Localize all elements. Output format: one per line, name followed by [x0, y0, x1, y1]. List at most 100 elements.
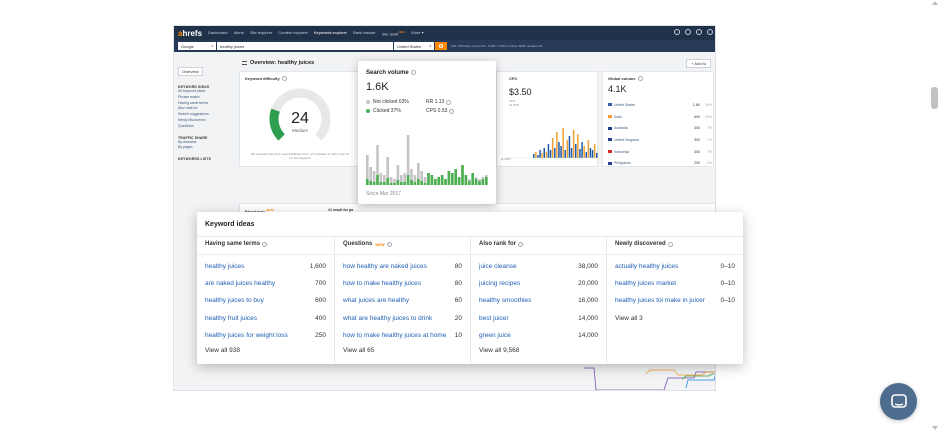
- add-to-button[interactable]: + Add to: [686, 59, 711, 68]
- keyword-volume: 80: [454, 280, 462, 288]
- sidebar-group: TRAFFIC SHARE By domains By pages: [178, 136, 236, 152]
- screen-icon[interactable]: [696, 29, 702, 35]
- help-icon[interactable]: [674, 29, 680, 35]
- keyword-link[interactable]: healthy juices for weight loss: [205, 331, 288, 339]
- view-all-link[interactable]: View all 9,568: [479, 347, 520, 354]
- gv-country[interactable]: United Kingdom: [614, 137, 639, 142]
- page-scrollbar[interactable]: [929, 0, 940, 432]
- keyword-volume: 1,600: [309, 263, 326, 270]
- info-icon[interactable]: [410, 70, 416, 75]
- keyword-input[interactable]: healthy juices: [217, 42, 393, 50]
- keyword-link[interactable]: juicing recipes: [479, 280, 521, 288]
- gv-row: Australia 300 7%: [608, 122, 712, 134]
- keyword-link[interactable]: how to make healthy juices: [343, 280, 422, 288]
- info-icon[interactable]: [637, 76, 643, 82]
- keyword-link[interactable]: healthy smoothies: [479, 297, 532, 305]
- nav-item[interactable]: Dashboard: [208, 29, 228, 35]
- keyword-link[interactable]: how to make healthy juices at home: [343, 331, 447, 339]
- gv-percent: 7%: [706, 149, 712, 154]
- sidebar-item[interactable]: Newly discovered: [178, 117, 206, 122]
- keyword-link[interactable]: how healthy are naked juices: [343, 263, 427, 270]
- gv-country-list: United States 1.6K 39% India 600 15% Australia…: [608, 99, 712, 169]
- user-icon[interactable]: [707, 29, 713, 35]
- view-all-link[interactable]: View all 65: [343, 347, 375, 354]
- keyword-link[interactable]: are naked juices healthy: [205, 280, 276, 288]
- scroll-down-icon[interactable]: [932, 426, 938, 430]
- cpc-bar: [564, 150, 566, 158]
- sv-bar-clicked: [423, 183, 427, 185]
- cpc-bar: [549, 150, 552, 158]
- keyword-link[interactable]: what juices are healthy: [343, 297, 410, 305]
- info-icon[interactable]: [446, 99, 452, 105]
- column-heading: Having same terms: [205, 241, 268, 247]
- cpc-bar: [596, 153, 598, 158]
- sidebar-item[interactable]: All keyword ideas: [178, 89, 206, 93]
- nav-item[interactable]: Keywords explorer: [313, 29, 347, 35]
- keyword-link[interactable]: best juicer: [479, 314, 509, 322]
- sidebar-item[interactable]: By domains: [178, 139, 197, 144]
- keyword-link[interactable]: healthy juices to buy: [205, 297, 264, 305]
- keyword-link[interactable]: healthy fruit juices: [205, 314, 258, 322]
- sv-bar-clicked: [400, 182, 403, 185]
- nav-item[interactable]: Content explorer: [278, 29, 308, 35]
- info-icon[interactable]: [518, 241, 524, 247]
- gv-country[interactable]: Indonesia: [614, 149, 630, 154]
- sidebar-item[interactable]: Having same terms: [178, 100, 209, 105]
- sidebar-item[interactable]: Questions: [178, 123, 194, 128]
- sv-bar-clicked: [485, 177, 488, 185]
- scroll-up-icon[interactable]: [932, 1, 938, 5]
- sv-bar-clicked: [403, 182, 406, 185]
- info-icon[interactable]: [449, 108, 455, 114]
- sv-bar-not-clicked: [423, 177, 427, 185]
- gv-country[interactable]: India: [614, 114, 622, 119]
- nav-item[interactable]: Site explorer: [249, 29, 273, 35]
- keyword-row: juicing recipes 20,000: [479, 275, 598, 292]
- view-all-link[interactable]: View all 938: [205, 347, 240, 354]
- gv-country[interactable]: United States: [614, 102, 636, 107]
- view-all-link[interactable]: View all 3: [615, 315, 643, 322]
- keyword-row: healthy juices to buy 600: [205, 292, 326, 309]
- info-icon[interactable]: [386, 241, 392, 247]
- keyword-link[interactable]: healthy juices toi make in juicer: [615, 297, 705, 305]
- column-heading: Newly discovered: [615, 241, 673, 247]
- sv-bar-clicked: [379, 182, 383, 185]
- nav-item[interactable]: Rank tracker: [353, 29, 376, 35]
- sidebar-item[interactable]: By pages: [178, 145, 193, 150]
- engine-select[interactable]: Google ▾: [178, 42, 216, 50]
- nav-item[interactable]: More ▾: [411, 29, 424, 35]
- gv-volume: 300: [694, 149, 700, 154]
- flag-icon: [608, 161, 612, 165]
- keyword-link[interactable]: actually healthy juices: [615, 263, 679, 270]
- overview-button[interactable]: Overview: [178, 67, 203, 76]
- chat-button[interactable]: [880, 383, 917, 420]
- cpc-bar: [556, 132, 558, 158]
- keyword-link[interactable]: healthy juices: [205, 263, 245, 270]
- info-icon[interactable]: [262, 241, 268, 247]
- keyword-link[interactable]: juice cleanse: [479, 263, 517, 270]
- sidebar-item[interactable]: Search suggestions: [178, 112, 209, 117]
- keyword-ideas-column: Also rank for juice cleanse 38,000 juicing …: [470, 236, 606, 364]
- flag-icon: [608, 138, 612, 142]
- keyword-link[interactable]: green juice: [479, 331, 511, 339]
- gv-volume: 300: [694, 137, 700, 142]
- info-icon[interactable]: [281, 76, 287, 82]
- cpc-bar: [558, 142, 560, 158]
- gv-country[interactable]: Australia: [614, 126, 628, 131]
- gv-country[interactable]: Philippines: [614, 161, 631, 166]
- search-button[interactable]: [435, 42, 447, 50]
- sidebar-item[interactable]: Phrase match: [178, 94, 200, 99]
- sv-bar-clicked: [440, 175, 444, 185]
- keyword-link[interactable]: what are healthy juices to drink: [343, 314, 433, 322]
- menu-icon[interactable]: [242, 60, 247, 65]
- nav-item[interactable]: Site auditNEW: [381, 29, 406, 37]
- keyword-ideas-column: Questions NEW how healthy are naked juices…: [334, 236, 470, 364]
- sv-bar-clicked: [417, 179, 420, 185]
- keyword-link[interactable]: healthy juices market: [615, 280, 677, 288]
- nav-item[interactable]: Alerts: [233, 29, 244, 35]
- ahrefs-logo[interactable]: ahrefs: [178, 28, 203, 38]
- info-icon[interactable]: [667, 241, 673, 247]
- scrollbar-thumb[interactable]: [931, 87, 938, 109]
- country-select[interactable]: United States ▾: [394, 42, 434, 50]
- settings-icon[interactable]: [685, 29, 691, 35]
- sidebar-item[interactable]: Also rank for: [178, 106, 198, 111]
